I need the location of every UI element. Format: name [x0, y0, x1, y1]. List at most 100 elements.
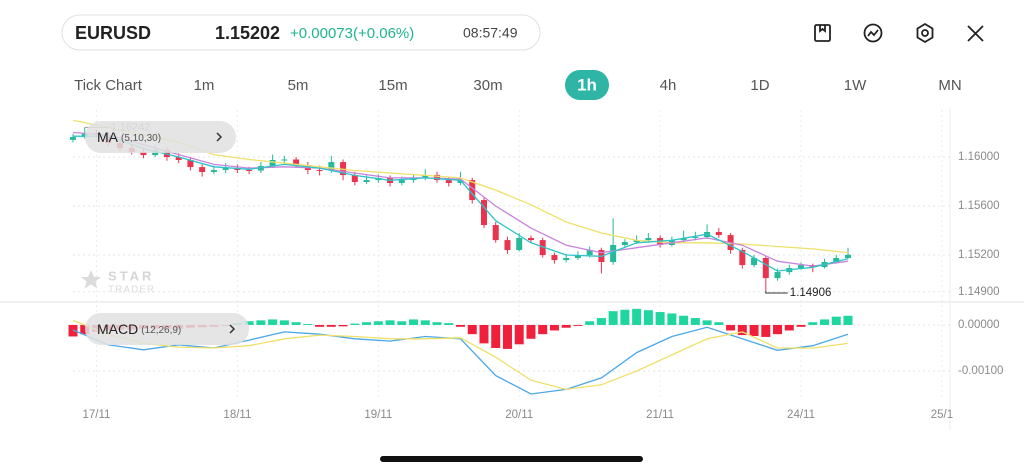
- candle-body: [586, 250, 593, 256]
- timeframe-tab[interactable]: MN: [938, 77, 961, 94]
- timeframe-tab[interactable]: 1D: [750, 77, 769, 94]
- histogram-bar: [702, 320, 712, 325]
- histogram-bar: [655, 312, 665, 325]
- indicator-name: MA: [97, 129, 119, 145]
- x-tick-label: 20/11: [505, 409, 533, 421]
- histogram-bar: [291, 322, 301, 325]
- histogram-bar: [549, 324, 559, 331]
- timeframe-tab[interactable]: 15m: [378, 77, 407, 94]
- histogram-bar: [573, 324, 583, 326]
- histogram-bar: [608, 311, 618, 325]
- low-marker: [765, 291, 788, 294]
- histogram-bar: [820, 319, 830, 325]
- timeframe-tab[interactable]: 5m: [288, 77, 309, 94]
- histogram-bar: [808, 322, 818, 325]
- y-tick-label: -0.00100: [958, 365, 1003, 377]
- histogram-bar: [362, 322, 372, 325]
- x-tick-label: 17/11: [83, 409, 111, 421]
- y-tick-label: 1.14900: [958, 286, 1000, 298]
- histogram-bar: [773, 324, 783, 335]
- candle-body: [434, 175, 441, 181]
- candle-body: [199, 167, 206, 172]
- histogram-bar: [514, 324, 524, 345]
- candle-body: [281, 159, 288, 161]
- x-tick-label: 21/11: [646, 409, 674, 421]
- candle-body: [210, 170, 217, 172]
- histogram-bar: [420, 320, 430, 325]
- histogram-bar: [502, 324, 512, 349]
- timeframe-tab[interactable]: Tick Chart: [74, 77, 143, 94]
- x-tick-label: 24/11: [787, 409, 815, 421]
- candle-body: [422, 175, 429, 178]
- candle-body: [469, 180, 476, 201]
- candle-body: [774, 272, 781, 279]
- candle-body: [551, 255, 558, 261]
- candle-body: [269, 159, 276, 166]
- candle-body: [610, 244, 617, 263]
- y-tick-label: 1.15600: [958, 200, 1000, 212]
- histogram-bar: [385, 320, 395, 325]
- histogram-bar: [244, 321, 254, 325]
- candle-body: [527, 238, 534, 241]
- histogram-bar: [338, 324, 348, 327]
- candle-body: [574, 255, 581, 258]
- timeframe-tab[interactable]: 1W: [844, 77, 867, 94]
- bookmark-icon[interactable]: [814, 24, 831, 42]
- histogram-bar: [632, 308, 642, 325]
- candle-body: [140, 152, 147, 156]
- candle-body: [445, 180, 452, 184]
- indicator-pill[interactable]: [85, 121, 236, 153]
- timeframe-tab[interactable]: 1h: [577, 75, 597, 94]
- indicator-params: (12,26,9): [141, 325, 181, 336]
- histogram-bar: [679, 315, 689, 325]
- y-tick-label: 0.00000: [958, 319, 1000, 331]
- low-label: 1.14906: [790, 287, 832, 299]
- candle-body: [739, 250, 746, 266]
- histogram-bar: [80, 324, 90, 335]
- timeframe-tab[interactable]: 1m: [194, 77, 215, 94]
- candle-body: [563, 257, 570, 261]
- histogram-bar: [667, 313, 677, 325]
- close-icon[interactable]: [967, 25, 984, 42]
- candle-body: [504, 240, 511, 251]
- timeframe-tab[interactable]: 30m: [473, 77, 502, 94]
- candle-body: [692, 237, 699, 239]
- candle-body: [762, 257, 769, 279]
- selected-tab[interactable]: [565, 70, 609, 100]
- quote-pill[interactable]: [61, 14, 541, 51]
- timeframe-tabs: Tick Chart 1m 5m 15m 30m 1h 4h 1D 1W MN: [74, 70, 962, 100]
- indicator-icon[interactable]: [863, 23, 883, 43]
- histogram-bar: [796, 324, 806, 327]
- settings-icon[interactable]: [916, 22, 934, 44]
- candle-body: [492, 225, 499, 241]
- candle-body: [680, 238, 687, 241]
- histogram-bar: [397, 321, 407, 325]
- indicator-pill[interactable]: [85, 313, 249, 345]
- histogram-bar: [303, 324, 313, 325]
- home-indicator: [380, 456, 643, 462]
- candle-body: [457, 180, 464, 184]
- histogram-bar: [432, 322, 442, 325]
- indicator-line: [72, 319, 849, 391]
- histogram-bar: [561, 324, 571, 328]
- histogram-bar: [256, 320, 266, 325]
- histogram-bar: [68, 324, 78, 337]
- candle-body: [751, 257, 758, 266]
- histogram-bar: [479, 324, 489, 344]
- candle-body: [328, 162, 335, 171]
- candle-body: [222, 168, 229, 171]
- timeframe-tab[interactable]: 4h: [660, 77, 677, 94]
- y-tick-label: 1.15200: [958, 249, 1000, 261]
- watermark-logo: [81, 270, 101, 289]
- watermark-brand: STAR: [108, 268, 154, 283]
- histogram-bar: [467, 324, 477, 335]
- candle-body: [363, 180, 370, 183]
- histogram-bar: [491, 324, 501, 348]
- candle-body: [175, 157, 182, 160]
- histogram-bar: [690, 318, 700, 325]
- candle-body: [633, 240, 640, 243]
- histogram-bar: [456, 324, 465, 327]
- histogram-bar: [268, 319, 278, 325]
- candle-body: [539, 240, 546, 256]
